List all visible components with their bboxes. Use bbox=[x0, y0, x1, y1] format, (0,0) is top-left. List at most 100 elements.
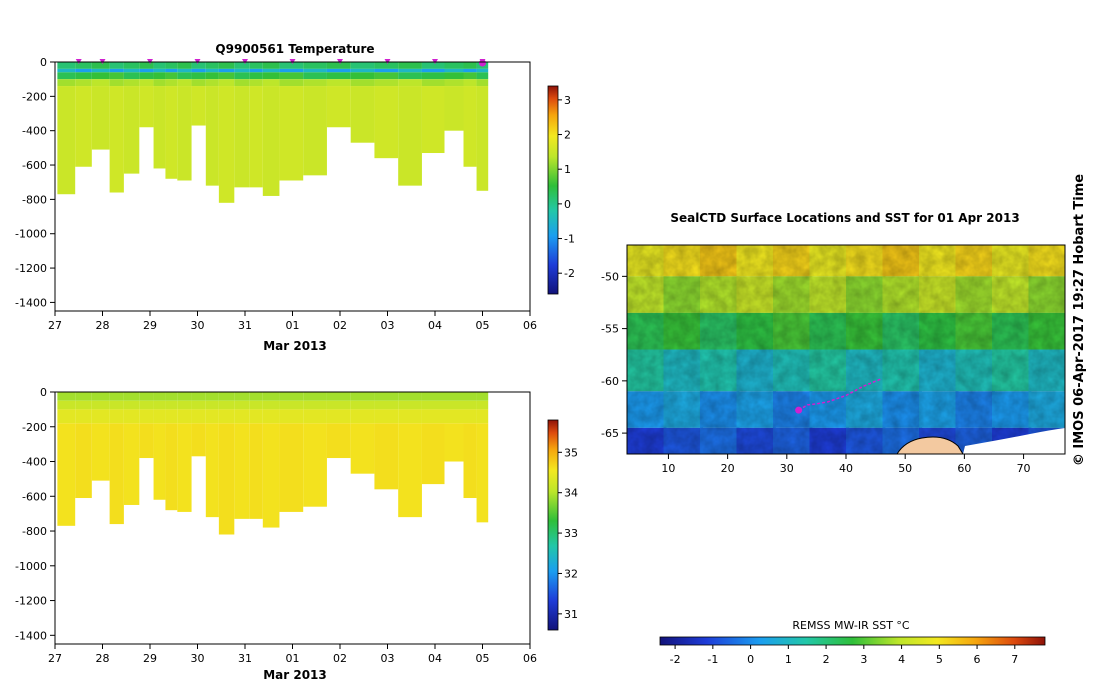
y-tick-label: -800 bbox=[22, 525, 47, 538]
x-tick-label: 27 bbox=[48, 652, 62, 665]
sst-colorbar-tick-label: 1 bbox=[785, 653, 792, 666]
temperature-cell bbox=[444, 79, 464, 87]
temperature-colorbar-label: 0 bbox=[564, 198, 571, 211]
temperature-cell bbox=[165, 68, 178, 73]
temperature-cell bbox=[463, 72, 477, 80]
temperature-cell bbox=[109, 68, 124, 73]
y-tick-label: 0 bbox=[40, 56, 47, 69]
temperature-cell bbox=[75, 86, 92, 167]
salinity-cell bbox=[249, 409, 263, 424]
temperature-section-panel: Q9900561 Temperature 27 28 29 30 31 01 02 03 04 0… bbox=[15, 42, 575, 353]
salinity-cell bbox=[279, 400, 304, 410]
temperature-cell bbox=[249, 68, 263, 73]
salinity-cell bbox=[165, 392, 178, 401]
temperature-cell bbox=[476, 79, 489, 87]
temperature-cell bbox=[177, 62, 192, 69]
salinity-cell bbox=[444, 392, 464, 401]
salinity-cell bbox=[191, 409, 206, 424]
salinity-cell bbox=[374, 400, 399, 410]
temperature-cell bbox=[218, 72, 235, 80]
salinity-cell bbox=[123, 392, 140, 401]
x-tick-label: 06 bbox=[523, 652, 537, 665]
temperature-cell bbox=[234, 86, 250, 188]
temperature-cell bbox=[249, 72, 263, 80]
x-tick-label: 03 bbox=[381, 652, 395, 665]
map-x-tick-label: 60 bbox=[957, 462, 971, 475]
salinity-cell bbox=[153, 409, 166, 424]
y-tick-label: -1400 bbox=[15, 296, 47, 309]
x-tick-label: 27 bbox=[48, 319, 62, 332]
temperature-cell bbox=[109, 62, 124, 69]
y-tick-label: -200 bbox=[22, 90, 47, 103]
salinity-cell bbox=[234, 392, 250, 401]
salinity-cell bbox=[57, 400, 76, 410]
temperature-cell bbox=[123, 68, 140, 73]
salinity-cell bbox=[218, 392, 235, 401]
salinity-colorbar-label: 33 bbox=[564, 527, 578, 540]
salinity-cell bbox=[476, 409, 489, 424]
temperature-cell bbox=[91, 72, 110, 80]
temperature-cell bbox=[326, 79, 351, 87]
y-tick-label: -1000 bbox=[15, 560, 47, 573]
temperature-cell bbox=[421, 79, 445, 87]
temperature-cell bbox=[398, 86, 422, 186]
salinity-cell bbox=[139, 409, 154, 424]
salinity-cell bbox=[218, 423, 235, 535]
temperature-cell bbox=[191, 72, 206, 80]
y-tick-label: -1000 bbox=[15, 228, 47, 241]
temperature-cell bbox=[444, 72, 464, 80]
salinity-cell bbox=[374, 409, 399, 424]
salinity-cell bbox=[350, 392, 375, 401]
temperature-cell bbox=[303, 72, 327, 80]
x-tick-label: 01 bbox=[286, 319, 300, 332]
temperature-cell bbox=[75, 68, 92, 73]
x-tick-label: 05 bbox=[476, 652, 490, 665]
temperature-cell bbox=[249, 79, 263, 87]
salinity-cell bbox=[153, 392, 166, 401]
salinity-cell bbox=[303, 409, 327, 424]
temperature-cell bbox=[177, 72, 192, 80]
salinity-cell bbox=[303, 392, 327, 401]
salinity-cell bbox=[398, 400, 422, 410]
salinity-cell bbox=[57, 392, 76, 401]
temperature-cell bbox=[75, 79, 92, 87]
temperature-cell bbox=[444, 68, 464, 73]
seal-track bbox=[798, 378, 882, 411]
sst-colorbar-tick-label: 6 bbox=[974, 653, 981, 666]
temperature-cell bbox=[234, 62, 250, 69]
salinity-cell bbox=[177, 400, 192, 410]
temperature-cell bbox=[374, 79, 399, 87]
temperature-cell bbox=[205, 72, 219, 80]
temperature-cell bbox=[476, 68, 489, 73]
sst-map-panel: SealCTD Surface Locations and SST for 01… bbox=[601, 211, 1066, 666]
salinity-cell bbox=[177, 409, 192, 424]
temperature-cell bbox=[303, 68, 327, 73]
temperature-cell bbox=[153, 86, 166, 169]
temperature-cell bbox=[303, 62, 327, 69]
x-tick-label: 02 bbox=[333, 319, 347, 332]
temperature-cell bbox=[279, 86, 304, 181]
salinity-cell bbox=[153, 400, 166, 410]
salinity-colorbar-label: 35 bbox=[564, 446, 578, 459]
temperature-cell bbox=[476, 72, 489, 80]
salinity-section-panel: 27 28 29 30 31 01 02 03 04 05 06 0 -200 -400 -600 -800 -… bbox=[15, 386, 578, 682]
y-tick-label: -800 bbox=[22, 193, 47, 206]
salinity-cell bbox=[463, 400, 477, 410]
temperature-cell bbox=[139, 79, 154, 87]
salinity-cell bbox=[463, 423, 477, 499]
salinity-cell bbox=[234, 400, 250, 410]
temperature-cell bbox=[303, 86, 327, 176]
temperature-cell bbox=[177, 86, 192, 181]
x-tick-label: 05 bbox=[476, 319, 490, 332]
map-x-tick-label: 70 bbox=[1017, 462, 1031, 475]
temperature-cell bbox=[153, 79, 166, 87]
temperature-cell bbox=[75, 72, 92, 80]
map-x-tick-label: 30 bbox=[780, 462, 794, 475]
temperature-cell bbox=[350, 86, 375, 143]
salinity-cell bbox=[205, 423, 219, 518]
salinity-cell bbox=[249, 423, 263, 519]
temperature-cell bbox=[374, 62, 399, 69]
temperature-cell bbox=[279, 79, 304, 87]
temperature-cell bbox=[326, 62, 351, 69]
salinity-cell bbox=[218, 409, 235, 424]
